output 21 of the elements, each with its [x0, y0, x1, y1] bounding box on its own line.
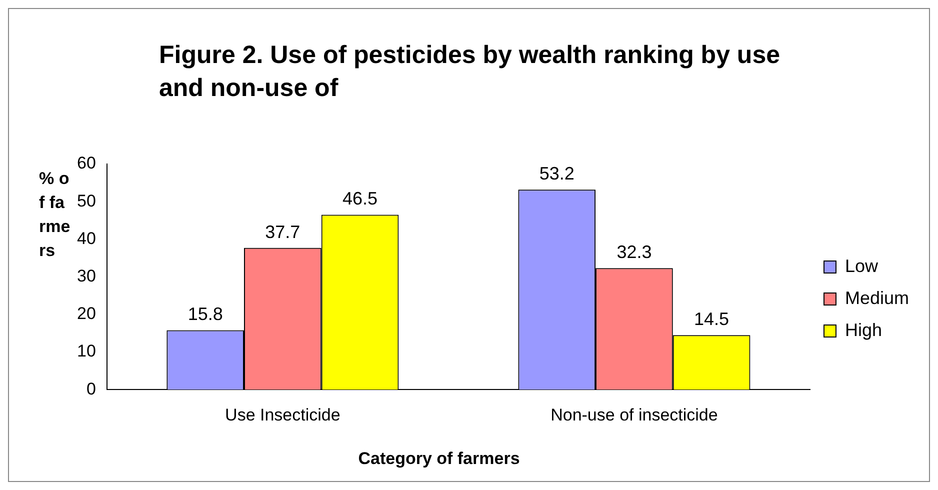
- x-tick-label: Non-use of insecticide: [550, 405, 718, 424]
- y-tick-label: 10: [76, 342, 96, 361]
- y-tick-label: 30: [76, 266, 96, 286]
- y-tick-label: 60: [76, 154, 96, 173]
- chart-title: Figure 2. Use of pesticides by wealth ranking by use and non-use of: [159, 40, 782, 104]
- x-axis-title: Category of farmers: [357, 449, 521, 469]
- legend-label: High: [844, 320, 882, 340]
- data-label: 32.3: [616, 242, 652, 262]
- data-label: 53.2: [539, 164, 574, 184]
- y-tick-label: 50: [76, 191, 96, 210]
- y-axis-title: % of farmers: [39, 168, 71, 262]
- data-label: 37.7: [265, 222, 300, 242]
- data-label: 15.8: [188, 304, 223, 324]
- x-tick-label: Use Insecticide: [225, 405, 340, 424]
- data-label: 14.5: [694, 309, 730, 330]
- y-tick-label: 0: [86, 379, 96, 398]
- data-label: 46.5: [342, 188, 378, 209]
- y-tick-label: 40: [76, 228, 96, 248]
- legend-label: Low: [844, 256, 879, 276]
- legend-label: Medium: [844, 288, 910, 308]
- y-tick-label: 20: [76, 304, 96, 324]
